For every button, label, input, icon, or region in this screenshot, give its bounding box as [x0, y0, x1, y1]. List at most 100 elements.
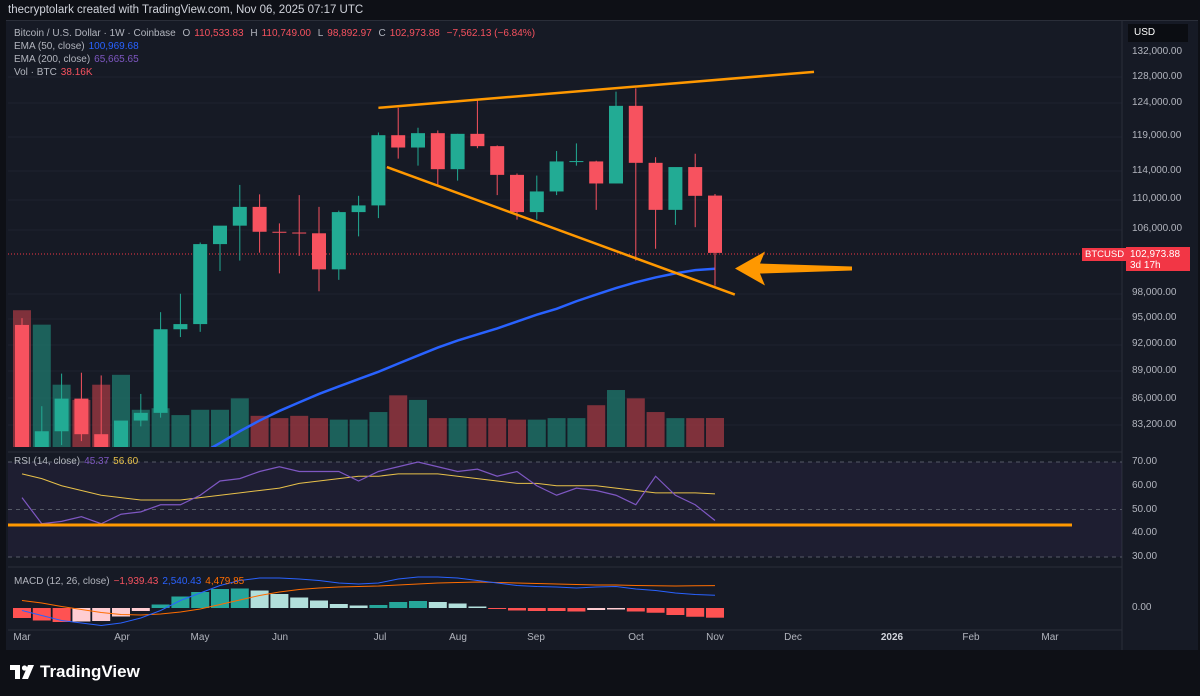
candle	[232, 184, 247, 261]
time-axis-label: Aug	[449, 632, 467, 643]
candle-body	[272, 231, 287, 233]
price-axis-label: 114,000.00	[1132, 164, 1182, 176]
time-axis-label: Mar	[1041, 632, 1059, 643]
macd-histogram-bar	[389, 602, 408, 608]
price-axis-label: 128,000.00	[1132, 70, 1183, 82]
candle	[668, 167, 683, 225]
volume-bar	[547, 418, 566, 447]
ema200-legend[interactable]: EMA (200, close) 65,665.65	[14, 54, 143, 65]
candle	[648, 157, 663, 249]
candle-body	[252, 206, 267, 232]
chart-frame[interactable]	[6, 20, 1198, 650]
candle-body	[34, 431, 49, 447]
macd-axis-label: 0.00	[1132, 602, 1152, 613]
macd-histogram-bar	[369, 605, 388, 608]
macd-histogram-bar	[250, 590, 269, 608]
macd-histogram-bar	[13, 608, 31, 618]
time-axis-label: 2026	[880, 632, 904, 643]
macd-histogram-bar	[626, 608, 645, 612]
ema50-label: EMA (50, close)	[14, 41, 85, 52]
price-axis-label: 110,000.00	[1132, 193, 1182, 205]
rsi-axis-label: 70.00	[1132, 456, 1158, 467]
candle	[371, 132, 386, 219]
candle-body	[569, 161, 584, 163]
macd-histogram-bar	[409, 601, 427, 608]
volume-legend[interactable]: Vol · BTC 38.16K	[14, 67, 97, 78]
rsi-axis-label: 50.00	[1132, 503, 1158, 515]
macd-histogram-bar	[151, 604, 170, 608]
close-value: C 102,973.88	[379, 28, 440, 39]
volume-bar	[488, 418, 507, 447]
rsi-label: RSI (14, close)	[14, 456, 81, 467]
volume-bar	[607, 390, 625, 447]
macd-histogram-bar	[72, 608, 91, 622]
volume-bar	[389, 395, 408, 447]
macd-histogram-bar	[329, 604, 348, 608]
candle	[510, 173, 524, 220]
macd-histogram-bar	[270, 594, 289, 608]
ema50-line	[210, 267, 716, 447]
volume-bar	[329, 419, 348, 447]
macd-histogram-bar	[349, 605, 368, 608]
lower-trendline	[386, 165, 736, 296]
candle	[193, 242, 208, 332]
candle-body	[628, 105, 643, 163]
candle-body	[15, 324, 29, 447]
candle	[272, 223, 287, 274]
time-axis-label: Sep	[527, 632, 545, 643]
macd-histogram-bar	[171, 596, 190, 608]
macd-histogram-bar	[567, 608, 586, 612]
candle	[569, 143, 584, 166]
price-axis-label: 124,000.00	[1132, 96, 1183, 108]
time-axis-label: Oct	[628, 632, 644, 643]
volume-bar	[626, 398, 645, 447]
candle	[252, 194, 267, 253]
candle-body	[114, 420, 128, 447]
volume-bar	[310, 418, 328, 447]
volume-bar	[686, 418, 705, 447]
candle-body	[529, 191, 544, 213]
candle-body	[312, 233, 326, 270]
candle	[15, 318, 29, 447]
low-value: L 98,892.97	[318, 28, 372, 39]
macd-histogram-bar	[706, 608, 724, 618]
candle-body	[668, 167, 683, 210]
candle	[331, 210, 346, 280]
volume-value: 38.16K	[60, 67, 93, 78]
tradingview-logo[interactable]: TradingView	[10, 662, 140, 682]
high-label: H	[250, 28, 258, 39]
macd-hist-value: −1,939.43	[113, 576, 159, 587]
open-number: 110,533.83	[194, 28, 244, 39]
candle	[351, 195, 366, 237]
macd-signal-line	[21, 581, 716, 616]
volume-bar	[151, 408, 170, 447]
candle	[133, 393, 148, 427]
candle	[628, 88, 643, 261]
ema50-legend[interactable]: EMA (50, close) 100,969.68	[14, 41, 143, 52]
macd-legend[interactable]: MACD (12, 26, close) −1,939.43 2,540.43 4,4…	[14, 576, 248, 587]
time-axis-label: Nov	[706, 632, 724, 643]
currency-selector[interactable]: USD	[1128, 24, 1188, 42]
candle	[430, 130, 445, 186]
macd-histogram-bar	[646, 608, 665, 613]
time-axis-label: Mar	[13, 632, 31, 643]
macd-histogram-bar	[32, 608, 51, 621]
last-price: 102,973.88	[1130, 249, 1181, 260]
price-axis-label: 95,000.00	[1132, 312, 1177, 324]
price-axis-label: 132,000.00	[1132, 46, 1183, 57]
price-axis-label: 106,000.00	[1132, 223, 1183, 235]
volume-bar	[409, 399, 427, 447]
volume-bar	[191, 409, 210, 447]
candle	[292, 195, 307, 256]
candle	[173, 293, 188, 338]
volume-bar	[508, 419, 526, 447]
volume-bar	[646, 412, 665, 447]
macd-histogram-bar	[508, 608, 526, 611]
candle	[54, 373, 69, 446]
rsi-legend[interactable]: RSI (14, close) 45.37 56.60	[14, 456, 142, 467]
volume-bar	[270, 418, 289, 447]
upper-trendline	[378, 70, 815, 110]
price-axis-label: 92,000.00	[1132, 338, 1177, 350]
